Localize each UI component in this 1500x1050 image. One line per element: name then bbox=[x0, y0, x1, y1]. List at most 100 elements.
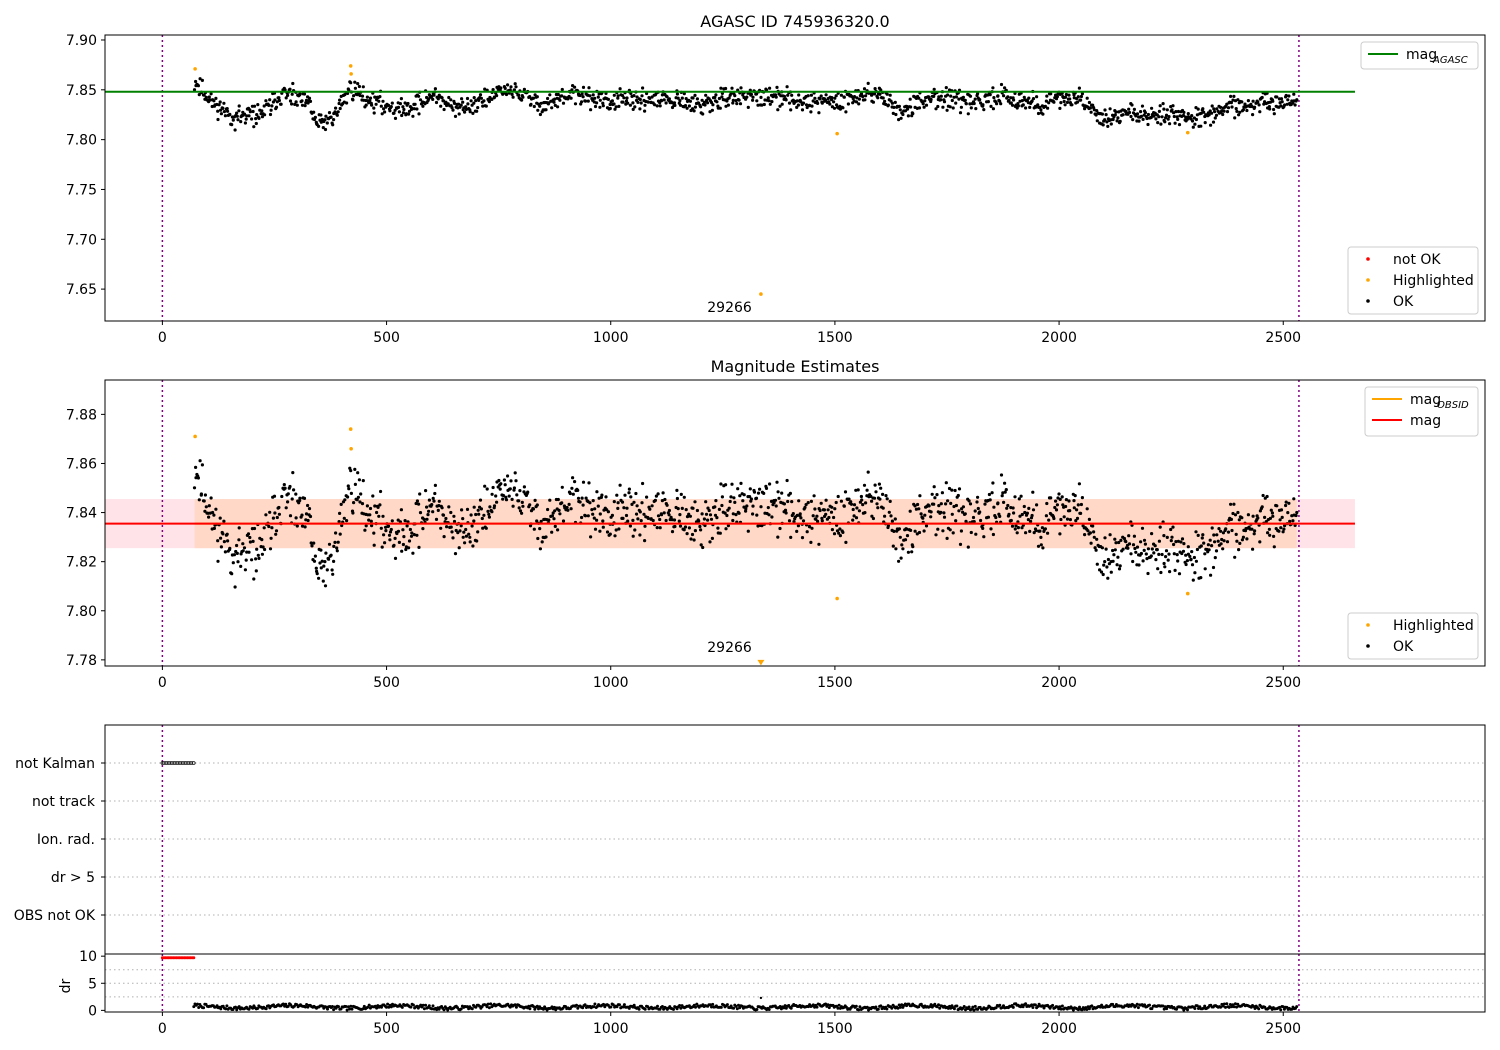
ok-data-point bbox=[800, 536, 805, 540]
ok-data-point bbox=[841, 106, 845, 110]
ok-data-point bbox=[975, 500, 979, 504]
ok-data-point bbox=[1278, 518, 1282, 522]
ok-data-point bbox=[333, 540, 337, 545]
ok-data-point bbox=[1132, 107, 1136, 111]
ok-data-point bbox=[412, 533, 416, 537]
ok-data-point bbox=[403, 101, 407, 105]
ok-data-point bbox=[1258, 110, 1262, 114]
ok-data-point bbox=[739, 86, 743, 90]
ok-data-point bbox=[820, 516, 824, 520]
ok-data-point bbox=[704, 512, 709, 516]
ok-data-point bbox=[1226, 530, 1231, 534]
x-tick-label: 2500 bbox=[1265, 330, 1301, 346]
ok-data-point bbox=[200, 463, 204, 467]
ok-data-point bbox=[304, 98, 309, 102]
ok-data-point bbox=[1202, 541, 1206, 545]
ok-data-point bbox=[304, 512, 309, 516]
ok-data-point bbox=[773, 498, 778, 502]
legend-marker-swatch bbox=[1366, 257, 1370, 261]
ok-data-point bbox=[815, 514, 819, 518]
ok-data-point bbox=[1245, 108, 1249, 113]
ok-data-point bbox=[567, 502, 571, 506]
ok-data-point bbox=[940, 491, 945, 495]
ok-data-point bbox=[908, 97, 912, 101]
ok-data-point bbox=[961, 505, 966, 509]
ok-data-point bbox=[370, 103, 374, 107]
ok-data-point bbox=[638, 533, 642, 537]
legend-marker-swatch bbox=[1366, 644, 1370, 648]
ok-data-point bbox=[1260, 95, 1264, 100]
ok-data-point bbox=[439, 104, 443, 108]
ok-data-point bbox=[460, 97, 464, 101]
ok-data-point bbox=[865, 488, 869, 492]
ok-data-point bbox=[584, 496, 588, 500]
ok-data-point bbox=[487, 512, 491, 516]
ok-data-point bbox=[581, 480, 586, 484]
ok-data-point bbox=[286, 93, 290, 97]
ok-data-point bbox=[1124, 540, 1128, 544]
ok-data-point bbox=[268, 112, 273, 117]
ok-data-point bbox=[1087, 517, 1091, 522]
ok-data-point bbox=[1235, 539, 1239, 543]
ok-data-point bbox=[291, 81, 295, 86]
ok-data-point bbox=[242, 112, 247, 116]
ok-data-point bbox=[1157, 109, 1161, 113]
dr-data-point bbox=[782, 1006, 786, 1010]
ok-data-point bbox=[357, 478, 361, 482]
ok-data-point bbox=[1170, 108, 1174, 112]
ok-data-point bbox=[701, 112, 705, 116]
ok-data-point bbox=[235, 111, 239, 115]
ok-data-point bbox=[905, 107, 910, 111]
ok-data-point bbox=[411, 114, 415, 118]
ok-data-point bbox=[991, 107, 996, 111]
ok-data-point bbox=[464, 527, 468, 532]
ok-data-point bbox=[731, 101, 735, 105]
ok-data-point bbox=[1180, 537, 1185, 541]
dr-data-point bbox=[1036, 1005, 1040, 1008]
legend-subscript: OBSID bbox=[1437, 400, 1469, 411]
dr-data-point bbox=[284, 1002, 288, 1006]
ok-data-point bbox=[1167, 552, 1171, 556]
ok-data-point bbox=[678, 103, 683, 107]
ok-data-point bbox=[1043, 527, 1047, 531]
ok-data-point bbox=[268, 510, 272, 514]
ok-data-point bbox=[612, 500, 616, 504]
dr-data-point bbox=[1279, 1008, 1283, 1012]
ok-data-point bbox=[598, 529, 602, 533]
ok-data-point bbox=[899, 116, 903, 120]
dr-data-point bbox=[1182, 1008, 1186, 1012]
ok-data-point bbox=[701, 545, 705, 550]
panel-title: Magnitude Estimates bbox=[711, 357, 880, 376]
ok-data-point bbox=[465, 507, 470, 511]
ok-data-point bbox=[1181, 113, 1186, 118]
ok-data-point bbox=[1141, 559, 1145, 563]
ok-data-point bbox=[929, 510, 933, 514]
dr-data-point bbox=[1161, 1004, 1165, 1008]
ok-data-point bbox=[1180, 551, 1184, 556]
ok-data-point bbox=[650, 95, 654, 99]
ok-data-point bbox=[400, 113, 404, 118]
ok-data-point bbox=[570, 486, 574, 490]
ok-data-point bbox=[262, 526, 266, 530]
ok-data-point bbox=[1229, 502, 1233, 506]
dr-data-point bbox=[646, 1005, 650, 1009]
ok-data-point bbox=[338, 98, 342, 102]
ok-data-point bbox=[1256, 100, 1260, 104]
ok-data-point bbox=[506, 474, 510, 478]
ok-data-point bbox=[990, 491, 994, 495]
dr-data-point bbox=[1078, 1005, 1081, 1009]
ok-data-point bbox=[640, 501, 644, 505]
ok-data-point bbox=[535, 519, 539, 523]
ok-data-point bbox=[502, 478, 506, 482]
ok-data-point bbox=[971, 515, 976, 520]
ok-data-point bbox=[596, 504, 600, 508]
ok-data-point bbox=[1213, 556, 1217, 560]
dr-data-point bbox=[971, 1005, 975, 1009]
ok-data-point bbox=[436, 508, 440, 512]
ok-data-point bbox=[1141, 117, 1145, 121]
ok-data-point bbox=[550, 514, 555, 518]
dr-data-point bbox=[1233, 1002, 1237, 1006]
ok-data-point bbox=[937, 504, 941, 508]
ok-data-point bbox=[437, 504, 441, 508]
